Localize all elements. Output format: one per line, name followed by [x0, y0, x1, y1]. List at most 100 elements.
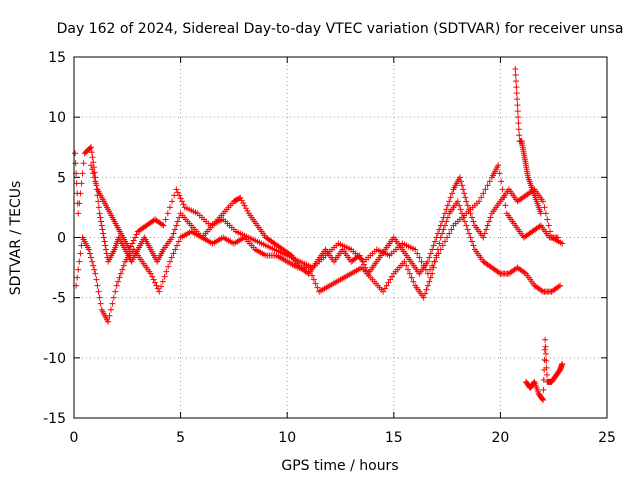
data-point — [154, 285, 161, 292]
data-point — [540, 396, 547, 403]
data-point — [149, 273, 156, 280]
data-point — [100, 230, 107, 237]
data-point — [94, 282, 101, 289]
data-point — [166, 204, 173, 211]
data-point — [484, 222, 491, 229]
data-point — [420, 294, 427, 301]
data-point — [385, 279, 392, 286]
data-point — [88, 144, 95, 151]
data-point — [554, 234, 561, 241]
data-point — [408, 274, 415, 281]
data-point — [86, 145, 93, 152]
data-point — [436, 240, 443, 247]
data-point — [464, 202, 471, 209]
data-point — [175, 238, 182, 245]
data-point — [310, 276, 317, 283]
data-point — [132, 234, 139, 241]
data-point — [435, 250, 442, 257]
data-point — [427, 266, 434, 273]
data-point — [78, 180, 85, 187]
data-point — [515, 126, 522, 133]
data-point — [457, 178, 464, 185]
series-track-a — [72, 144, 566, 277]
data-point — [99, 226, 106, 233]
data-point — [133, 231, 140, 238]
data-point — [106, 312, 113, 319]
data-point — [380, 288, 387, 295]
data-point — [482, 186, 489, 193]
data-point — [147, 270, 154, 277]
data-point — [446, 198, 453, 205]
data-point — [91, 266, 98, 273]
data-point — [101, 238, 108, 245]
data-point — [543, 371, 550, 378]
data-point — [237, 194, 244, 201]
y-tick-label: -5 — [52, 291, 66, 307]
data-point — [241, 202, 248, 209]
data-point — [86, 250, 93, 257]
data-point — [406, 270, 413, 277]
data-point — [484, 182, 491, 189]
data-point — [514, 108, 521, 115]
data-point — [463, 222, 470, 229]
x-tick-label: 0 — [70, 430, 79, 446]
data-point — [443, 218, 450, 225]
data-point — [162, 216, 169, 223]
x-tick-label: 15 — [385, 430, 403, 446]
data-point — [403, 262, 410, 269]
data-point — [158, 283, 165, 290]
data-point — [307, 268, 314, 275]
data-point — [174, 242, 181, 249]
data-point — [173, 222, 180, 229]
data-point — [513, 78, 520, 85]
data-point — [170, 250, 177, 257]
data-point — [541, 346, 548, 353]
data-point — [441, 222, 448, 229]
data-point — [170, 230, 177, 237]
data-point — [480, 234, 487, 241]
data-point — [383, 282, 390, 289]
data-point — [439, 242, 446, 249]
data-point — [530, 379, 537, 386]
data-point — [448, 226, 455, 233]
data-point — [478, 194, 485, 201]
data-point — [559, 240, 566, 247]
y-tick-label: 10 — [48, 110, 66, 126]
data-point — [426, 254, 433, 261]
data-point — [381, 285, 388, 292]
series-track-c — [88, 162, 561, 277]
data-point — [107, 306, 114, 313]
data-point — [117, 270, 124, 277]
data-point — [180, 201, 187, 208]
data-point — [410, 278, 417, 285]
data-point — [495, 269, 502, 276]
x-tick-label: 5 — [176, 430, 185, 446]
data-point — [443, 206, 450, 213]
data-point — [401, 258, 408, 265]
data-point — [454, 198, 461, 205]
data-point — [309, 272, 316, 279]
data-point — [115, 278, 122, 285]
data-point — [89, 258, 96, 265]
data-point — [500, 194, 507, 201]
data-point — [161, 273, 168, 280]
data-point — [168, 254, 175, 261]
data-point — [95, 288, 102, 295]
data-point — [476, 198, 483, 205]
data-point — [77, 190, 84, 197]
data-point — [457, 206, 464, 213]
data-point — [387, 276, 394, 283]
data-point — [156, 288, 163, 295]
data-point — [542, 350, 549, 357]
data-point — [468, 238, 475, 245]
data-point — [540, 386, 547, 393]
data-point — [85, 246, 92, 253]
data-point — [76, 258, 83, 265]
data-point — [514, 96, 521, 103]
data-point — [77, 250, 84, 257]
data-point — [486, 218, 493, 225]
data-point — [414, 250, 421, 257]
data-point — [90, 159, 97, 166]
data-point — [495, 162, 502, 169]
data-point — [502, 202, 509, 209]
